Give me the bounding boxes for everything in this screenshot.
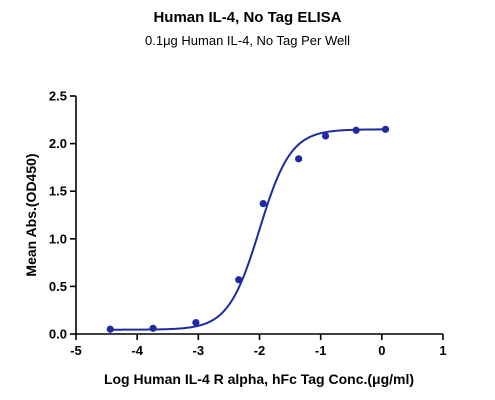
y-tick-label: 2.0 xyxy=(49,136,67,151)
y-tick-label: 1.0 xyxy=(49,231,67,246)
x-tick-label: -4 xyxy=(131,343,143,358)
fit-curve xyxy=(110,128,386,331)
y-tick-label: 0.0 xyxy=(49,327,67,342)
x-tick-label: -5 xyxy=(70,343,82,358)
y-tick-label: 2.5 xyxy=(49,89,67,104)
chart-title: Human IL-4, No Tag ELISA xyxy=(153,9,342,26)
y-tick-label: 0.5 xyxy=(49,279,67,294)
data-point xyxy=(192,318,200,327)
x-tick-label: 1 xyxy=(439,343,446,358)
data-point xyxy=(381,125,390,133)
data-point xyxy=(259,199,267,208)
x-tick-label: 0 xyxy=(378,343,385,358)
data-point xyxy=(149,324,157,332)
chart-subtitle: 0.1μg Human IL-4, No Tag Per Well xyxy=(145,33,350,48)
x-tick-label: -3 xyxy=(193,343,205,358)
y-tick-label: 1.5 xyxy=(49,184,67,199)
data-points-layer xyxy=(106,125,390,333)
data-point xyxy=(352,126,360,134)
data-point xyxy=(321,132,330,140)
x-tick-label: -1 xyxy=(315,343,327,358)
x-tick-label: -2 xyxy=(254,343,266,358)
data-point xyxy=(235,276,243,284)
y-axis-label: Mean Abs.(OD450) xyxy=(23,153,39,276)
data-point xyxy=(295,155,303,163)
fit-curve-layer xyxy=(110,128,386,331)
data-point xyxy=(106,325,114,333)
axes: 0.0 0.5 1.0 1.5 2.0 2.5 -5 -4 -3 -2 -1 0 1 xyxy=(49,89,447,359)
x-axis-label: Log Human IL-4 R alpha, hFc Tag Conc.(μg… xyxy=(104,371,414,387)
